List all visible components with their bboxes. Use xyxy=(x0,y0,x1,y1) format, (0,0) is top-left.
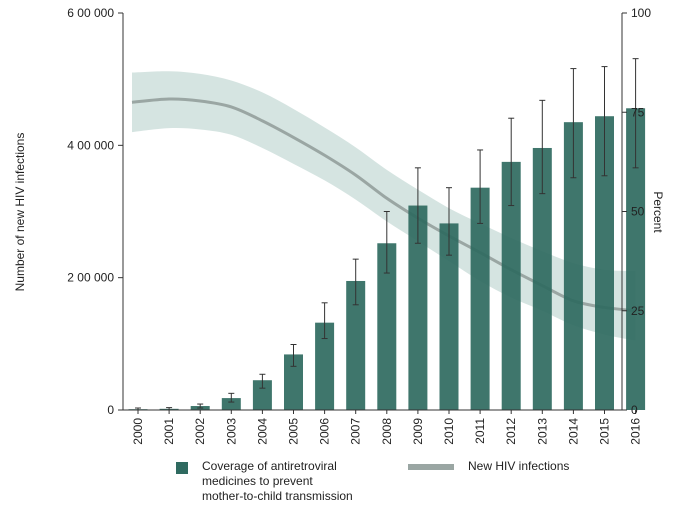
error-bar-2012 xyxy=(508,117,515,207)
right-tick-label: 50 xyxy=(631,205,645,219)
x-tick-label-2009: 2009 xyxy=(411,418,425,445)
bar-layer xyxy=(128,108,646,411)
x-tick-label-2004: 2004 xyxy=(255,418,269,445)
bar-2010 xyxy=(439,223,459,410)
right-tick-label: 75 xyxy=(631,105,645,119)
bar-2015 xyxy=(595,116,614,410)
error-bar-2014 xyxy=(570,68,577,179)
x-tick-label-2005: 2005 xyxy=(287,418,301,445)
error-bar-2007 xyxy=(352,258,359,306)
left-tick-label: 4 00 000 xyxy=(67,138,114,152)
x-tick-label-2000: 2000 xyxy=(131,418,145,445)
error-bar-2016 xyxy=(632,58,639,169)
x-tick-label-2002: 2002 xyxy=(193,418,207,445)
x-tick-label-2016: 2016 xyxy=(629,418,643,445)
x-tick-label-2012: 2012 xyxy=(504,418,518,445)
x-tick-label-2006: 2006 xyxy=(318,418,332,445)
x-tick-label-2014: 2014 xyxy=(566,418,580,445)
right-tick-label: 0 xyxy=(631,403,638,417)
bar-2012 xyxy=(501,161,521,410)
error-bar-2013 xyxy=(539,99,546,195)
x-tick-label-2003: 2003 xyxy=(224,418,238,445)
error-bar-2008 xyxy=(383,211,390,274)
error-bar-2009 xyxy=(414,167,421,244)
error-bar-2010 xyxy=(446,187,452,256)
left-tick-label: 2 00 000 xyxy=(67,271,114,285)
bar-2011 xyxy=(470,187,490,410)
right-axis-title: Percent xyxy=(651,191,665,233)
bar-2003 xyxy=(221,398,241,410)
x-tick-label-2008: 2008 xyxy=(380,418,394,445)
bar-2006 xyxy=(315,322,335,410)
bar-2008 xyxy=(377,243,397,410)
error-bar-2004 xyxy=(259,373,266,389)
left-tick-label: 6 00 000 xyxy=(67,6,114,20)
error-bar-2003 xyxy=(228,392,235,403)
axis-layer xyxy=(118,12,637,414)
error-bar-layer xyxy=(135,58,639,411)
left-tick-label: 0 xyxy=(107,403,114,417)
x-tick-label-2011: 2011 xyxy=(473,418,487,444)
bar-2016 xyxy=(626,108,646,410)
tick-label-layer: 0 2 00 000 4 00 000 6 00 000 0 25 50 75 100 2000 2… xyxy=(67,6,651,445)
error-bar-2011 xyxy=(477,149,484,224)
x-tick-label-2007: 2007 xyxy=(349,418,363,445)
bar-2013 xyxy=(532,147,552,411)
x-tick-label-2001: 2001 xyxy=(162,418,176,445)
right-tick-label: 25 xyxy=(631,304,645,318)
bar-2014 xyxy=(563,122,583,411)
error-bar-2005 xyxy=(290,343,297,367)
bar-2009 xyxy=(408,205,428,410)
error-bar-2006 xyxy=(321,302,328,340)
right-tick-label: 100 xyxy=(631,6,651,20)
bar-2005 xyxy=(284,354,303,410)
error-bar-2015 xyxy=(601,66,608,177)
x-tick-label-2013: 2013 xyxy=(535,418,549,445)
bar-2007 xyxy=(346,280,366,410)
x-tick-label-2010: 2010 xyxy=(442,418,456,445)
x-tick-label-2015: 2015 xyxy=(598,418,612,445)
left-axis-title: Number of new HIV infections xyxy=(13,133,27,292)
bar-2004 xyxy=(252,380,272,410)
error-bar-2002 xyxy=(197,403,204,409)
